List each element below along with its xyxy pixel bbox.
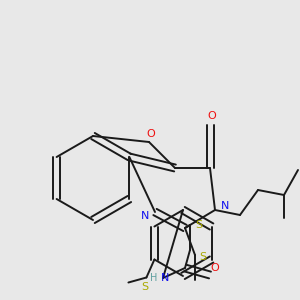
Text: N: N (221, 201, 229, 211)
Text: S: S (141, 281, 148, 292)
Text: O: O (147, 129, 155, 139)
Text: O: O (208, 111, 216, 121)
Text: S: S (195, 220, 203, 230)
Text: N: N (141, 211, 149, 221)
Text: H: H (150, 273, 158, 283)
Text: O: O (211, 263, 219, 273)
Text: S: S (200, 252, 207, 262)
Text: N: N (161, 273, 169, 283)
